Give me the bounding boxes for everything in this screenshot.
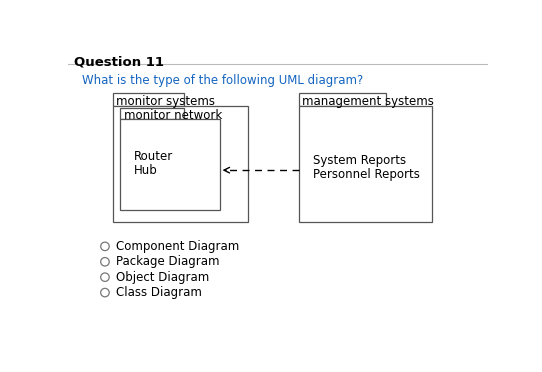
Text: Object Diagram: Object Diagram bbox=[116, 271, 209, 284]
Bar bbox=[120, 119, 220, 210]
Circle shape bbox=[101, 242, 109, 251]
Text: Class Diagram: Class Diagram bbox=[116, 286, 202, 299]
Bar bbox=[299, 106, 432, 222]
Bar bbox=[113, 106, 248, 222]
Text: Hub: Hub bbox=[134, 164, 157, 177]
Text: System Reports: System Reports bbox=[313, 154, 406, 167]
Text: Personnel Reports: Personnel Reports bbox=[313, 168, 420, 181]
Text: management systems: management systems bbox=[302, 95, 434, 108]
Circle shape bbox=[101, 288, 109, 297]
Bar bbox=[120, 108, 184, 119]
Text: Package Diagram: Package Diagram bbox=[116, 255, 220, 268]
Text: Component Diagram: Component Diagram bbox=[116, 240, 239, 253]
Circle shape bbox=[101, 257, 109, 266]
Bar bbox=[113, 93, 184, 106]
Text: monitor systems: monitor systems bbox=[116, 95, 215, 108]
Text: Router: Router bbox=[134, 150, 173, 163]
Bar bbox=[299, 93, 385, 106]
Circle shape bbox=[101, 273, 109, 281]
Text: Question 11: Question 11 bbox=[74, 55, 164, 68]
Text: monitor network: monitor network bbox=[124, 109, 222, 122]
Text: What is the type of the following UML diagram?: What is the type of the following UML di… bbox=[82, 74, 363, 87]
